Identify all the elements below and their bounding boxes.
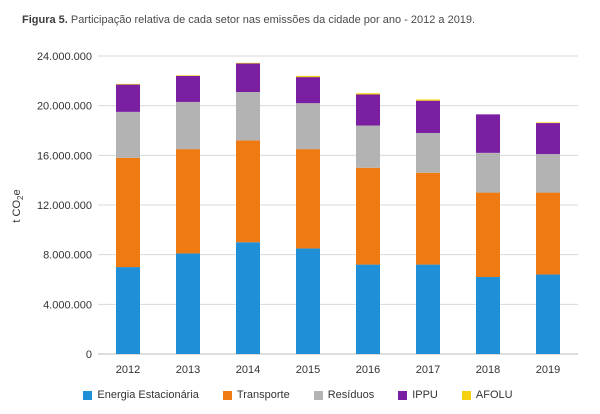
legend-swatch bbox=[222, 390, 232, 400]
y-tick-label: 12.000.000 bbox=[37, 200, 92, 212]
bar-segment bbox=[176, 253, 200, 354]
chart-legend: Energia Estacionária Transporte Resíduos IP… bbox=[0, 389, 600, 401]
bar-segment bbox=[296, 149, 320, 249]
bar-segment bbox=[356, 125, 380, 168]
x-tick-label: 2014 bbox=[236, 364, 260, 376]
bar-segment bbox=[116, 157, 140, 268]
bars bbox=[116, 62, 560, 354]
y-tick-label: 4.000.000 bbox=[43, 299, 92, 311]
bar-segment bbox=[116, 267, 140, 354]
x-axis-ticks: 2012 2013 2014 2015 2016 2017 2018 2019 bbox=[116, 364, 560, 376]
bar-segment bbox=[536, 154, 560, 193]
bar-segment bbox=[116, 83, 140, 85]
bar-segment bbox=[296, 75, 320, 78]
bar-segment bbox=[236, 62, 260, 64]
bar-segment bbox=[476, 152, 500, 193]
bar-segment bbox=[236, 242, 260, 354]
y-tick-label: 8.000.000 bbox=[43, 250, 92, 262]
bar-segment bbox=[416, 132, 440, 173]
legend-swatch bbox=[398, 390, 408, 400]
bar-segment bbox=[176, 75, 200, 76]
y-tick-label: 16.000.000 bbox=[37, 150, 92, 162]
bar-segment bbox=[416, 264, 440, 354]
caption-label: Figura 5. bbox=[22, 14, 68, 26]
bar-segment bbox=[356, 167, 380, 265]
legend-label: IPPU bbox=[412, 389, 438, 401]
bar-segment bbox=[356, 264, 380, 354]
bar-segment bbox=[296, 77, 320, 104]
bar-segment bbox=[536, 122, 560, 124]
legend-swatch bbox=[83, 390, 93, 400]
y-tick-label: 24.000.000 bbox=[37, 51, 92, 63]
legend-label: AFOLU bbox=[475, 389, 513, 401]
bar-segment bbox=[416, 172, 440, 265]
bar-segment bbox=[536, 274, 560, 354]
x-tick-label: 2019 bbox=[536, 364, 560, 376]
bar-segment bbox=[236, 63, 260, 93]
bar-segment bbox=[416, 99, 440, 101]
x-tick-label: 2012 bbox=[116, 364, 140, 376]
legend-label: Resíduos bbox=[327, 389, 375, 401]
bar-segment bbox=[536, 192, 560, 275]
x-tick-label: 2017 bbox=[416, 364, 440, 376]
legend-item: IPPU bbox=[398, 389, 438, 401]
figure-caption: Figura 5. Participação relativa de cada … bbox=[22, 14, 582, 26]
x-tick-label: 2018 bbox=[476, 364, 500, 376]
grid-lines bbox=[98, 55, 578, 355]
bar-segment bbox=[236, 92, 260, 141]
legend-item: AFOLU bbox=[461, 389, 513, 401]
bar-segment bbox=[296, 248, 320, 354]
bar-segment bbox=[116, 111, 140, 158]
y-axis-ticks: 0 4.000.000 8.000.000 12.000.000 16.000.000 2… bbox=[37, 51, 92, 361]
y-axis-label: t CO2e bbox=[11, 189, 25, 222]
bar-segment bbox=[536, 123, 560, 155]
caption-text: Participação relativa de cada setor nas … bbox=[70, 14, 476, 26]
bar-segment bbox=[176, 149, 200, 254]
bar-segment bbox=[476, 114, 500, 153]
bar-segment bbox=[296, 103, 320, 150]
x-tick-label: 2015 bbox=[296, 364, 320, 376]
legend-swatch bbox=[461, 390, 471, 400]
bar-segment bbox=[176, 101, 200, 150]
bar-segment bbox=[416, 100, 440, 133]
legend-label: Transporte bbox=[236, 389, 290, 401]
bar-segment bbox=[476, 277, 500, 354]
bar-segment bbox=[356, 93, 380, 95]
x-tick-label: 2013 bbox=[176, 364, 200, 376]
y-tick-label: 0 bbox=[86, 349, 92, 361]
legend-label: Energia Estacionária bbox=[97, 389, 199, 401]
bar-segment bbox=[116, 84, 140, 112]
x-tick-label: 2016 bbox=[356, 364, 380, 376]
legend-item: Energia Estacionária bbox=[83, 389, 199, 401]
bar-segment bbox=[356, 94, 380, 126]
legend-swatch bbox=[313, 390, 323, 400]
bar-segment bbox=[476, 192, 500, 278]
legend-item: Resíduos bbox=[313, 389, 375, 401]
y-tick-label: 20.000.000 bbox=[37, 101, 92, 113]
bar-segment bbox=[176, 75, 200, 102]
legend-item: Transporte bbox=[222, 389, 290, 401]
bar-segment bbox=[236, 140, 260, 243]
